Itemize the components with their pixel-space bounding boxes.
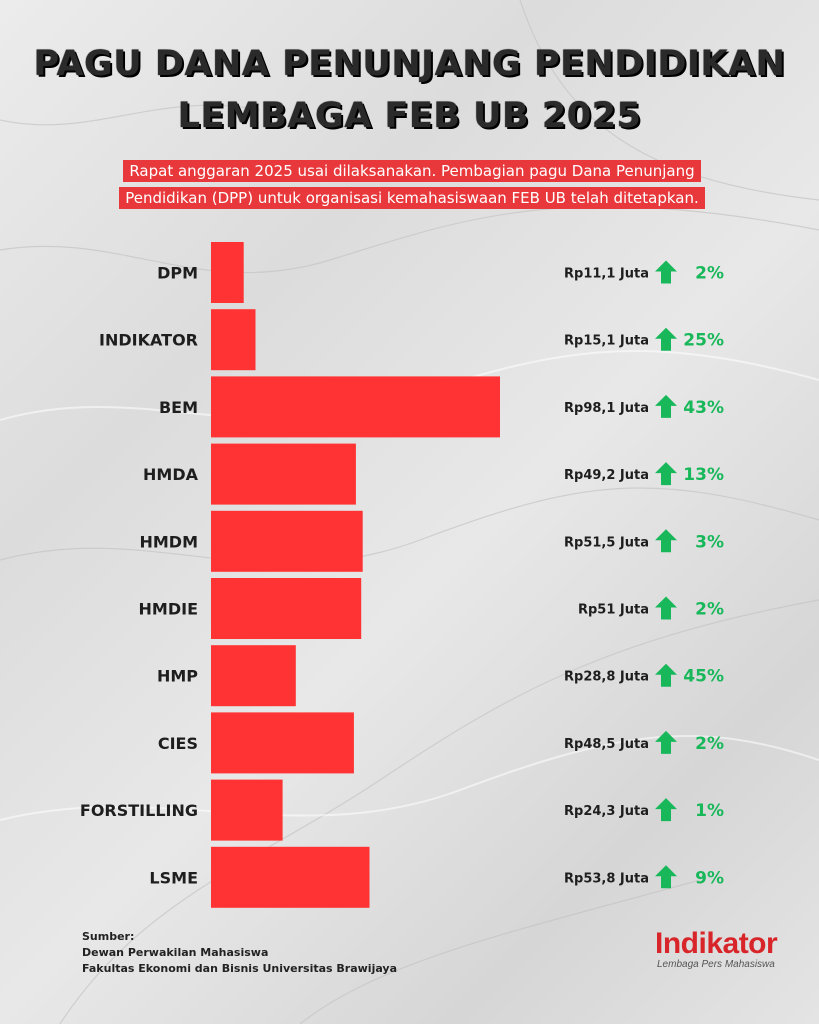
value-label: Rp51 Juta [578,603,649,618]
bar [211,376,500,438]
title-line-1: PAGU DANA PENUNJANG PENDIDIKAN [33,44,786,84]
logo-name: Indikator [655,927,778,960]
value-label: Rp28,8 Juta [564,670,649,685]
up-arrow-icon [655,462,677,486]
up-arrow-icon [655,394,677,418]
category-label: FORSTILLING [80,801,198,820]
change-label: 25% [683,331,724,351]
chart-subtitle: Rapat anggaran 2025 usai dilaksanakan. P… [92,158,732,212]
category-label: HMDM [139,532,198,551]
value-label: Rp11,1 Juta [564,267,649,282]
bar [211,309,256,371]
change-label: 13% [683,465,724,485]
value-label: Rp49,2 Juta [564,468,649,483]
source-label: Sumber: [82,930,135,943]
value-label: Rp15,1 Juta [564,334,649,349]
change-label: 3% [695,532,724,552]
change-label: 2% [695,600,724,620]
category-label: HMDIE [139,600,198,619]
logo-tagline: Lembaga Pers Mahasiswa [657,959,775,970]
category-label: DPM [157,264,198,283]
value-label: Rp24,3 Juta [564,804,649,819]
source-line-2: Fakultas Ekonomi dan Bisnis Universitas … [82,962,398,975]
chart-title: PAGU DANA PENUNJANG PENDIDIKAN LEMBAGA F… [0,38,819,142]
up-arrow-icon [655,798,677,822]
up-arrow-icon [655,596,677,620]
bar [211,242,244,303]
up-arrow-icon [655,529,677,553]
category-label: INDIKATOR [99,331,198,350]
up-arrow-icon [655,865,677,889]
bar [211,510,363,572]
bar [211,578,362,639]
source-note: Sumber: Dewan Perwakilan Mahasiswa Fakul… [82,929,397,977]
subtitle-line-1: Rapat anggaran 2025 usai dilaksanakan. P… [123,160,701,182]
change-label: 9% [695,868,724,888]
bar [211,443,356,505]
value-label: Rp48,5 Juta [564,737,649,752]
category-label: BEM [159,398,198,417]
bar [211,712,354,774]
bar [211,779,283,841]
category-label: HMDA [143,465,199,484]
value-label: Rp98,1 Juta [564,401,649,416]
up-arrow-icon [655,663,677,687]
title-line-2: LEMBAGA FEB UB 2025 [177,96,642,136]
up-arrow-icon [655,730,677,754]
change-label: 1% [695,801,724,821]
change-label: 2% [695,734,724,754]
bar [211,645,296,707]
subtitle-line-2: Pendidikan (DPP) untuk organisasi kemaha… [119,187,705,209]
category-label: CIES [158,734,198,753]
up-arrow-icon [655,327,677,351]
change-label: 43% [683,398,724,418]
value-label: Rp51,5 Juta [564,535,649,550]
category-label: HMP [157,667,198,686]
change-label: 45% [683,667,724,687]
up-arrow-icon [655,260,677,284]
change-label: 2% [695,264,724,284]
value-label: Rp53,8 Juta [564,871,649,886]
indikator-logo: Indikator Lembaga Pers Mahasiswa [655,927,778,970]
source-line-1: Dewan Perwakilan Mahasiswa [82,946,269,959]
category-label: LSME [149,868,198,887]
bar [211,846,370,908]
